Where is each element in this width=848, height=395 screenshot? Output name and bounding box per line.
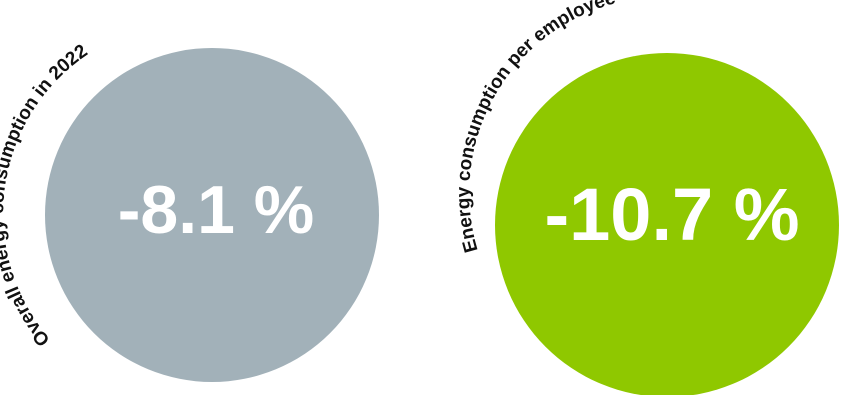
overall-energy-value: -8.1 % [118, 172, 315, 248]
overall-energy-circle [45, 48, 379, 382]
energy-per-employee-value: -10.7 % [544, 173, 799, 256]
metric-overall-energy: Overall energy consumption in 2022 -8.1 … [0, 41, 379, 382]
energy-per-employee-circle [495, 53, 839, 395]
metric-energy-per-employee: Energy consumption per employee -10.7 % [453, 0, 839, 395]
